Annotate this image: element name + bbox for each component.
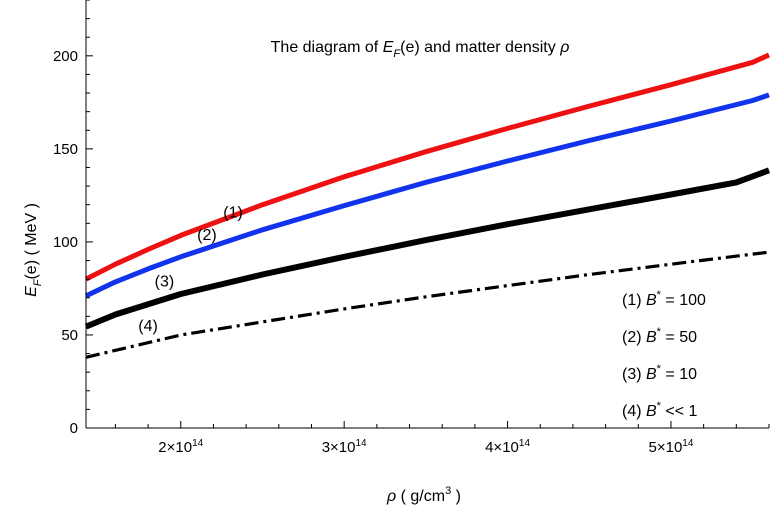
ticks-layer: 0 50 100 150 200 2×1014 3×1014 4×1014 5×1014 bbox=[53, 0, 770, 456]
x-tick-label: 4×1014 bbox=[485, 438, 530, 456]
y-tick-label: 50 bbox=[61, 327, 78, 344]
legend-entry: (1) B* = 100 bbox=[622, 289, 706, 309]
curves-layer bbox=[84, 52, 770, 359]
title-middle: (e) and matter density bbox=[400, 39, 560, 56]
x-axis-label-symbol: ρ bbox=[386, 488, 396, 505]
y-axis-label-symbol: E bbox=[23, 286, 40, 297]
x-tick-label: 5×1014 bbox=[649, 438, 694, 456]
x-tick-label: 2×1014 bbox=[158, 438, 203, 456]
series-line-s4 bbox=[85, 250, 770, 359]
y-axis-label-subscript: F bbox=[32, 278, 44, 286]
legend: (1) B* = 100 (2) B* = 50 (3) B* = 10 (4) B*… bbox=[622, 289, 706, 420]
title-subscript: F bbox=[393, 48, 401, 60]
curve-label-s3: (3) bbox=[155, 274, 175, 291]
y-tick-label: 0 bbox=[70, 420, 78, 437]
x-axis-label-exp: 3 bbox=[445, 485, 451, 497]
title-rho: ρ bbox=[559, 39, 569, 56]
curve-label-s1: (1) bbox=[223, 205, 243, 222]
legend-entry: (4) B* << 1 bbox=[622, 400, 698, 420]
curve-label-s2: (2) bbox=[197, 227, 217, 244]
y-axis-label: EF(e) ( MeV ) bbox=[23, 203, 44, 297]
y-tick-label: 100 bbox=[53, 234, 78, 251]
x-tick-label: 3×1014 bbox=[322, 438, 367, 456]
legend-entry: (3) B* = 10 bbox=[622, 363, 697, 383]
x-axis-label-unit: ( g/cm bbox=[396, 488, 445, 505]
title-prefix: The diagram of bbox=[271, 39, 383, 56]
x-axis-label-close: ) bbox=[451, 488, 461, 505]
title-symbol: E bbox=[383, 39, 394, 56]
curve-label-s4: (4) bbox=[138, 318, 158, 335]
curve-labels-layer: (1) (2) (3) (4) bbox=[138, 205, 243, 336]
series-line-s2 bbox=[84, 92, 770, 299]
x-axis-label: ρ ( g/cm3 ) bbox=[386, 485, 461, 505]
y-axis-label-rest: (e) ( MeV ) bbox=[23, 203, 40, 279]
y-tick-label: 150 bbox=[53, 141, 78, 158]
chart-title: The diagram of EF(e) and matter density … bbox=[271, 39, 570, 60]
series-line-s1 bbox=[84, 52, 770, 282]
series-line-s3 bbox=[84, 167, 770, 330]
legend-entry: (2) B* = 50 bbox=[622, 326, 697, 346]
y-tick-label: 200 bbox=[53, 48, 78, 65]
